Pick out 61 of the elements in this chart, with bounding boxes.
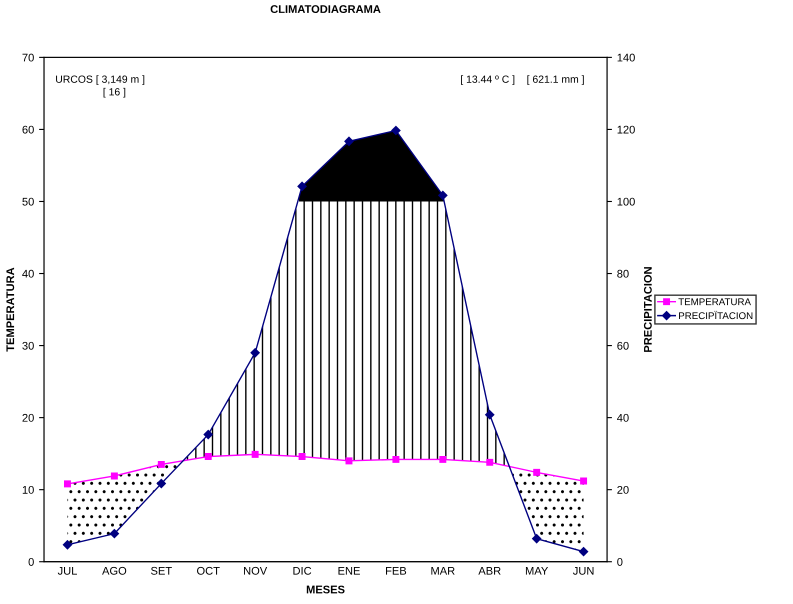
point: [580, 478, 588, 484]
x-tick-label: MAY: [526, 566, 548, 575]
point: [485, 410, 494, 420]
point: [391, 126, 401, 136]
x-axis-title: MESES: [306, 586, 345, 594]
point: [64, 480, 71, 488]
y2-tick-label: 40: [617, 414, 629, 422]
annotation: URCOS [ 3,149 m ]: [56, 75, 144, 85]
annotation: [ 16 ]: [104, 88, 126, 98]
point: [438, 190, 448, 200]
y2-tick-label: 140: [618, 54, 635, 62]
y-tick-label: 70: [22, 54, 34, 62]
x-tick-label: ENE: [338, 566, 360, 575]
y-tick-label: 50: [22, 198, 34, 206]
y2-tick-label: 80: [617, 270, 629, 278]
point: [156, 478, 166, 488]
point: [297, 182, 307, 191]
x-tick-label: DIC: [293, 566, 312, 575]
point: [62, 540, 72, 550]
point: [486, 458, 494, 466]
x-tick-label: NOV: [244, 566, 268, 575]
x-tick-label: MAR: [431, 566, 455, 575]
y2-axis-title: PRECIPITACION: [644, 267, 652, 352]
y2-tick-label: 100: [618, 198, 635, 206]
point: [250, 348, 260, 358]
y-tick-label: 20: [22, 414, 34, 422]
point: [533, 468, 540, 476]
x-tick-label: AGO: [102, 566, 126, 575]
y-tick-label: 40: [22, 270, 34, 278]
y2-tick-label: 60: [617, 342, 629, 350]
y-tick-label: 0: [28, 558, 34, 566]
legend-label: PRECIPÏTACION: [679, 310, 752, 320]
point: [252, 450, 259, 458]
y-tick-label: 10: [22, 486, 34, 494]
x-tick-label: OCT: [197, 566, 220, 575]
x-tick-label: SET: [151, 566, 172, 575]
chart-title: CLIMATODIAGRAMA: [270, 5, 381, 14]
x-tick-label: ABR: [478, 566, 501, 575]
y2-tick-label: 120: [618, 126, 635, 134]
annotation: [ 13.44 º C ] [ 621.1 mm ]: [461, 75, 584, 85]
point: [578, 547, 588, 556]
point: [110, 528, 120, 538]
x-tick-label: JUL: [58, 566, 77, 575]
y-tick-label: 30: [22, 342, 34, 350]
point: [346, 457, 352, 464]
x-tick-label: JUN: [572, 566, 594, 575]
y2-tick-label: 20: [617, 486, 629, 494]
point: [110, 472, 118, 480]
point: [158, 460, 165, 468]
point: [344, 136, 354, 146]
point: [532, 534, 542, 544]
point: [298, 453, 306, 460]
y-axis-title: TEMPERATURA: [6, 268, 14, 352]
point: [204, 453, 212, 460]
y-tick-label: 60: [22, 126, 34, 134]
x-tick-label: FEB: [386, 566, 406, 575]
y2-tick-label: 0: [617, 558, 623, 566]
point: [204, 430, 213, 440]
point: [392, 456, 400, 463]
point: [439, 456, 446, 463]
legend-label: TEMPERATURA: [678, 298, 751, 306]
